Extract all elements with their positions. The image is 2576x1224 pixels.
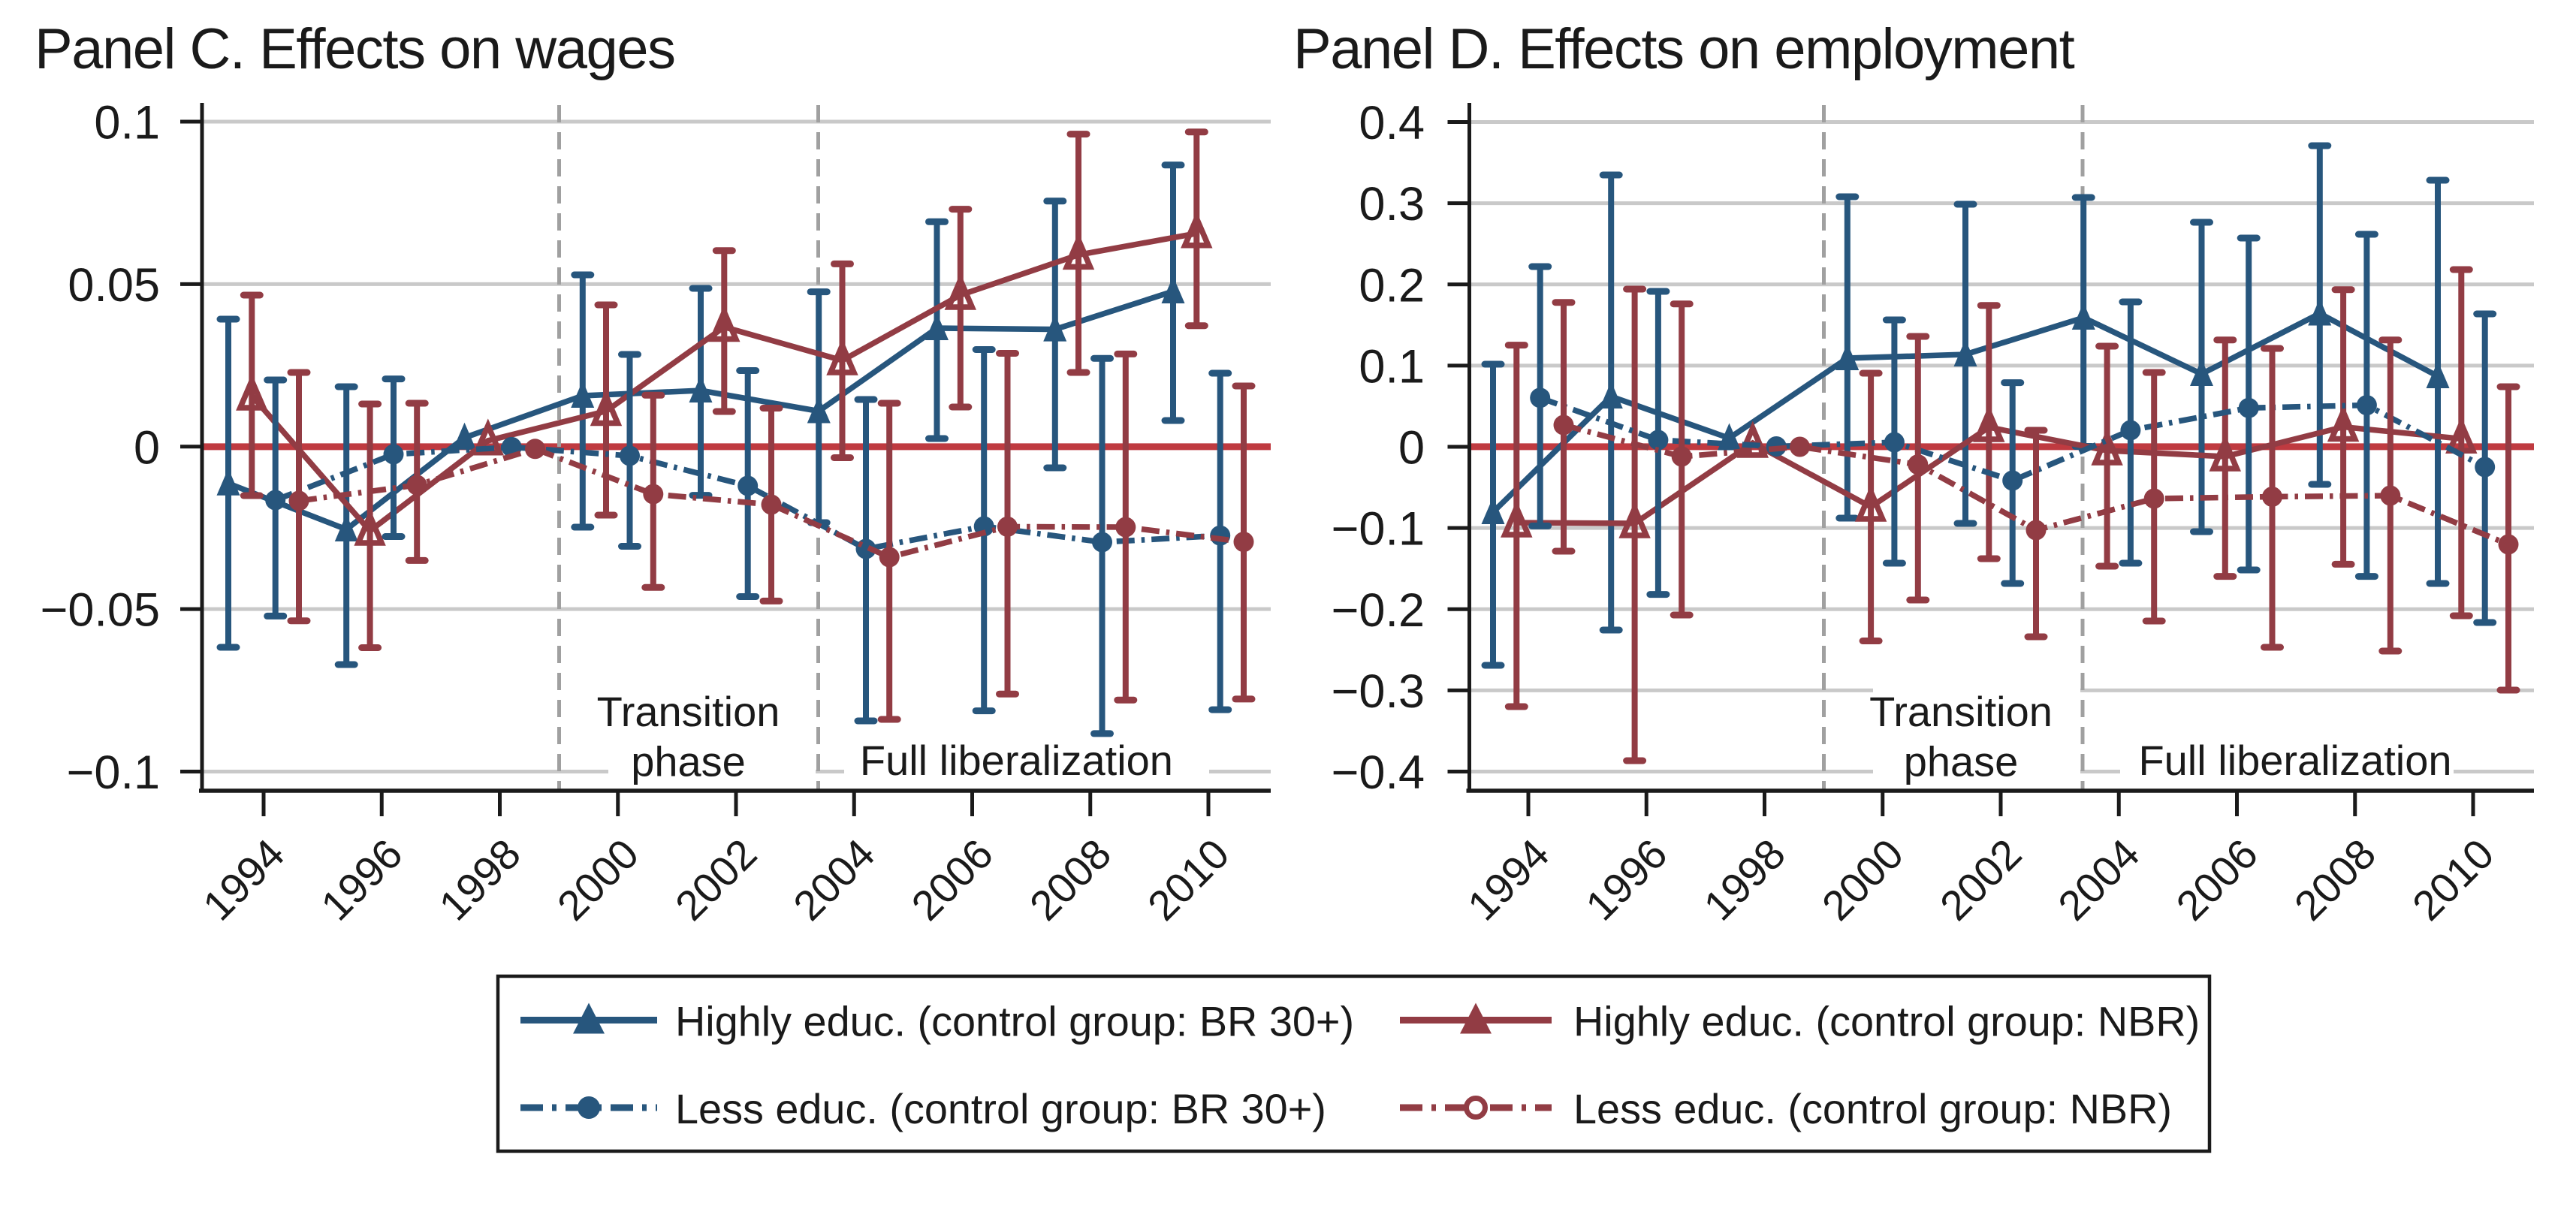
svg-text:0.05: 0.05 xyxy=(68,259,160,312)
svg-text:phase: phase xyxy=(1904,738,2019,785)
svg-text:Panel C. Effects on wages: Panel C. Effects on wages xyxy=(35,17,675,81)
svg-text:phase: phase xyxy=(631,738,746,785)
svg-text:−0.3: −0.3 xyxy=(1332,665,1425,718)
svg-text:Transition: Transition xyxy=(1869,688,2053,735)
svg-text:Highly educ. (control group: N: Highly educ. (control group: NBR) xyxy=(1573,998,2200,1045)
svg-text:Panel D. Effects on employment: Panel D. Effects on employment xyxy=(1293,17,2075,81)
svg-text:−0.2: −0.2 xyxy=(1332,584,1425,637)
svg-text:0.2: 0.2 xyxy=(1359,259,1425,312)
svg-text:Less educ. (control group: NBR: Less educ. (control group: NBR) xyxy=(1573,1085,2172,1132)
svg-text:−0.4: −0.4 xyxy=(1332,746,1425,799)
svg-text:0: 0 xyxy=(1398,422,1425,475)
svg-text:Full liberalization: Full liberalization xyxy=(860,737,1173,784)
svg-text:0.3: 0.3 xyxy=(1359,178,1425,231)
svg-text:−0.05: −0.05 xyxy=(41,584,160,637)
svg-text:0.1: 0.1 xyxy=(94,97,160,149)
svg-text:Transition: Transition xyxy=(597,688,780,735)
svg-text:0: 0 xyxy=(134,421,160,474)
svg-text:0.4: 0.4 xyxy=(1359,97,1425,149)
svg-text:Highly educ. (control group: B: Highly educ. (control group: BR 30+) xyxy=(675,998,1354,1045)
svg-text:Full liberalization: Full liberalization xyxy=(2138,737,2451,784)
svg-text:0.1: 0.1 xyxy=(1359,340,1425,393)
svg-text:−0.1: −0.1 xyxy=(1332,503,1425,556)
svg-text:Less educ. (control group: BR: Less educ. (control group: BR 30+) xyxy=(675,1085,1326,1132)
svg-text:−0.1: −0.1 xyxy=(67,746,160,799)
